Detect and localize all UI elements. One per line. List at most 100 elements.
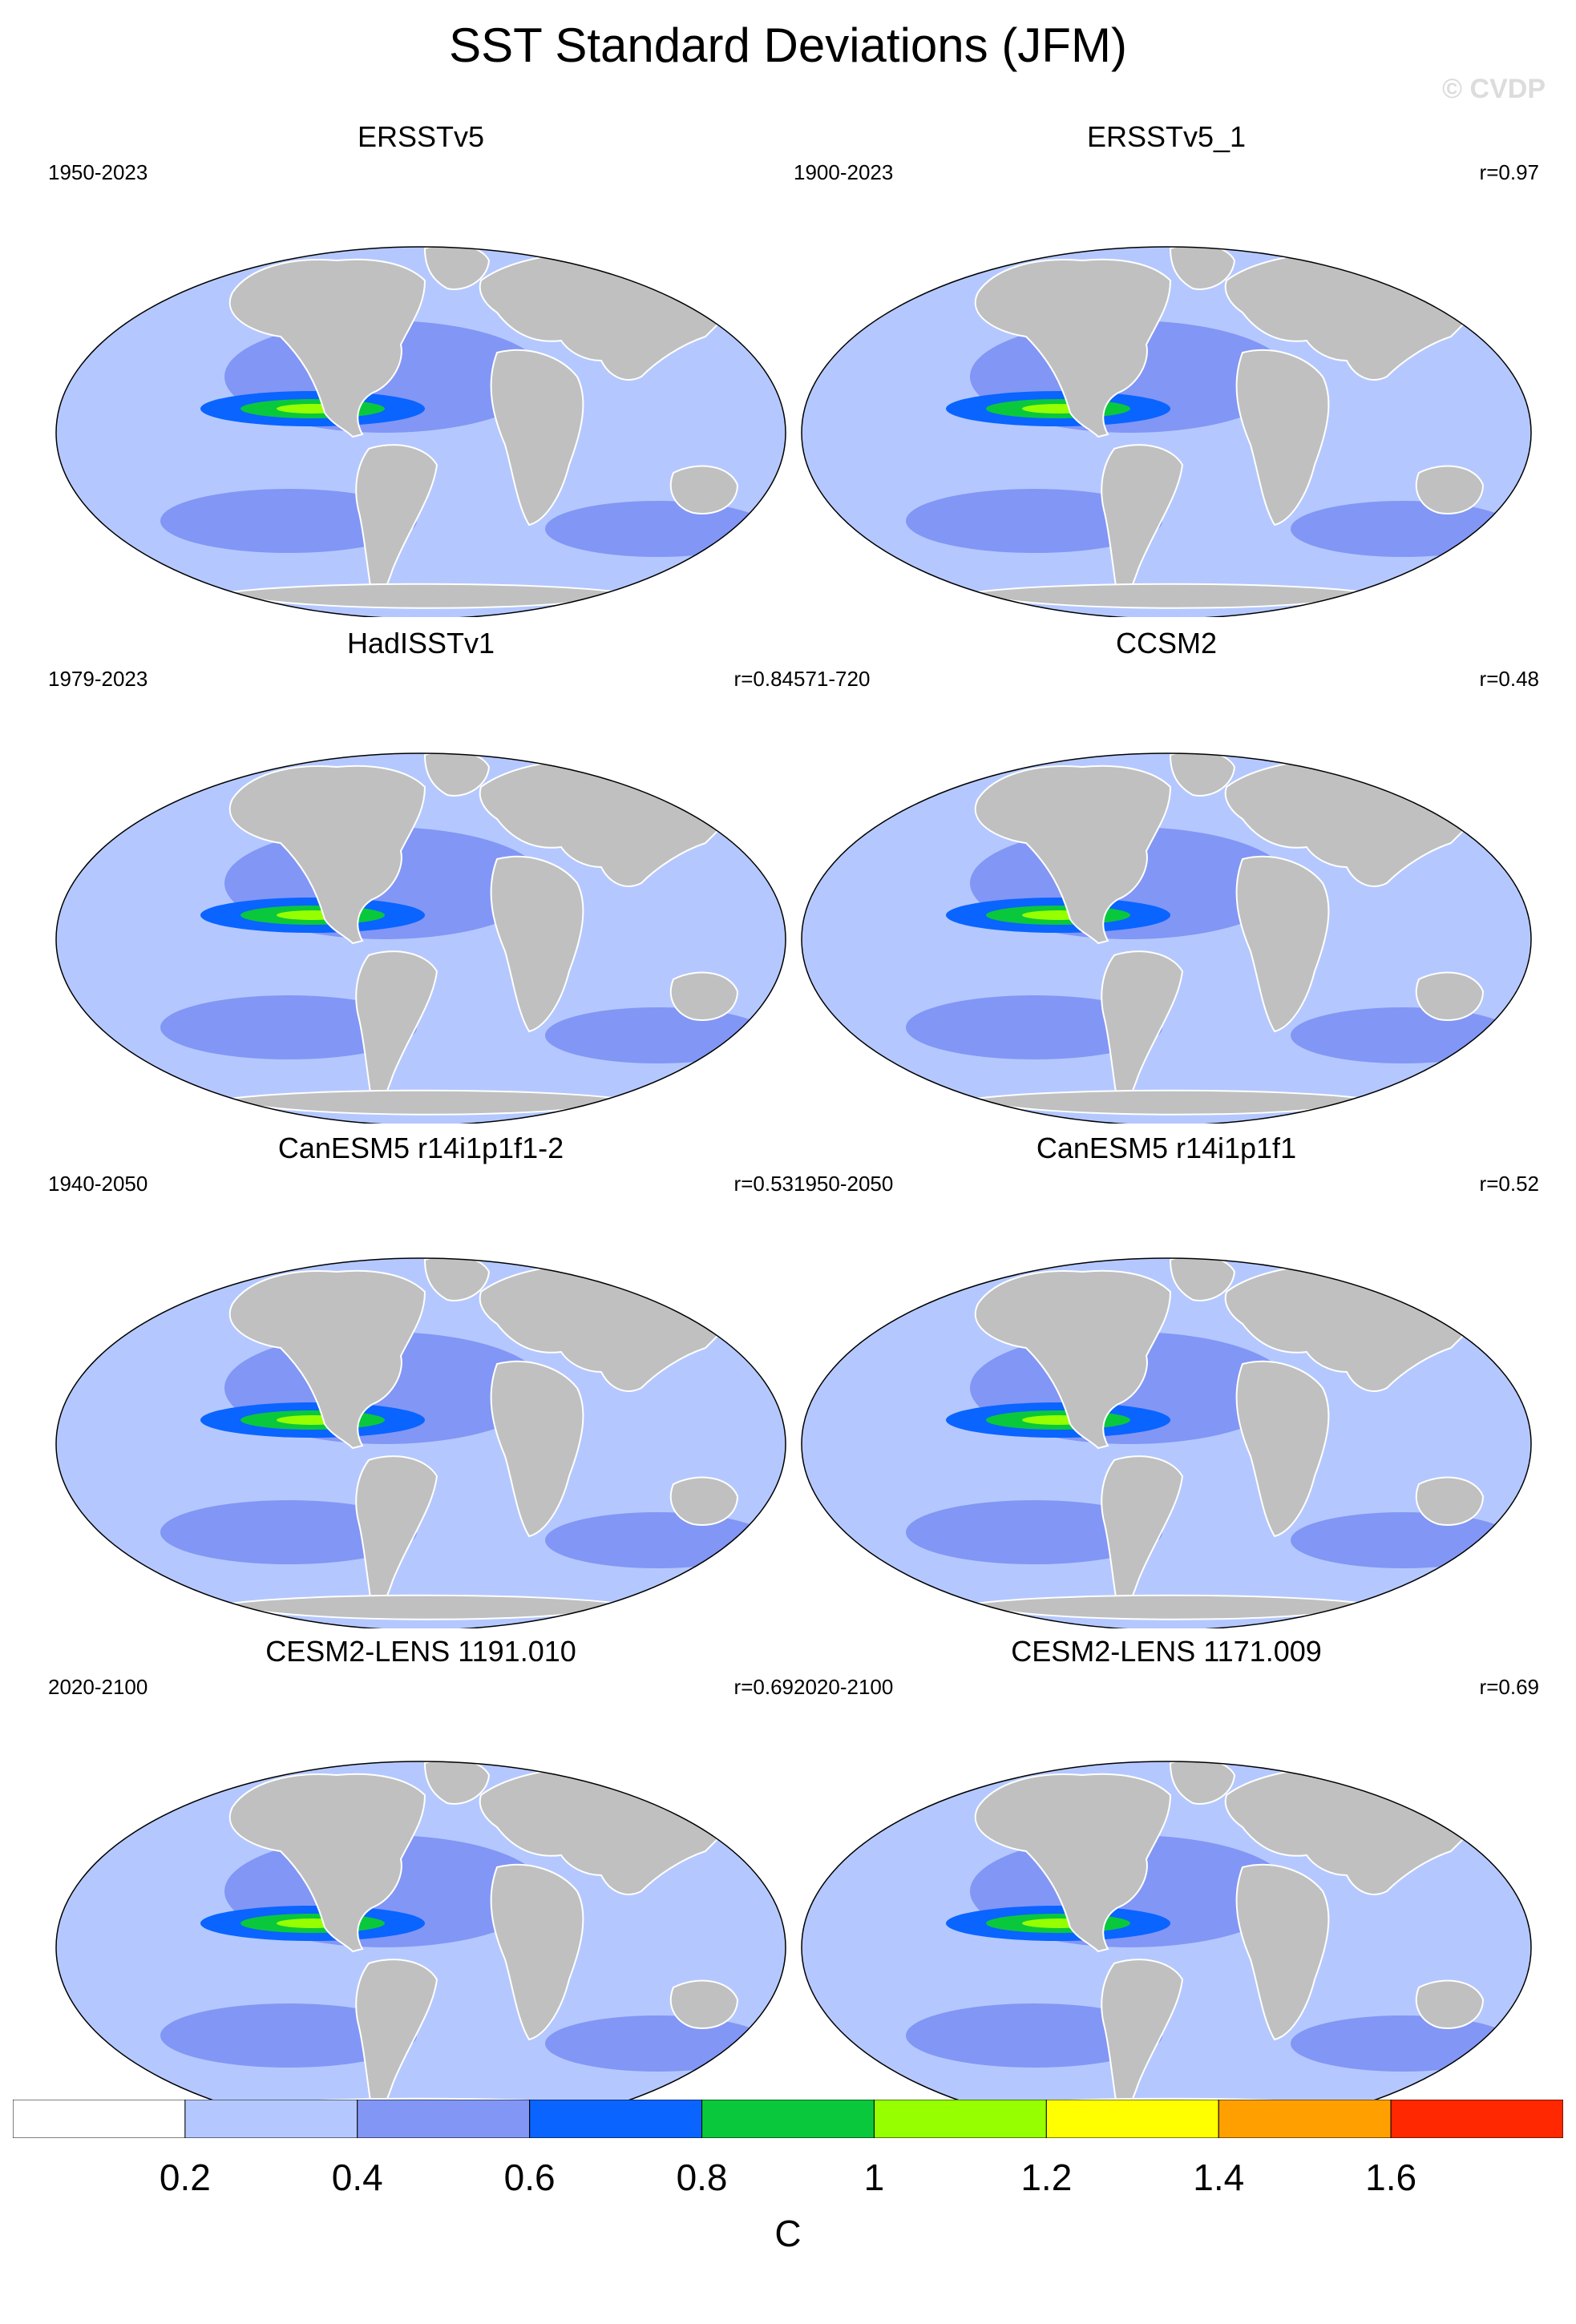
land-mass xyxy=(228,765,426,945)
panel-title: ERSSTv5 xyxy=(357,120,485,153)
land-mass xyxy=(490,1360,584,1538)
world-map xyxy=(55,1257,786,1628)
land-mass xyxy=(228,1773,426,1953)
colorbar-segment xyxy=(529,2100,703,2138)
ocean-field xyxy=(545,1512,770,1568)
figure-title: SST Standard Deviations (JFM) xyxy=(449,18,1127,72)
map-panel: CESM2-LENS 1171.009 2020-2100 r=0.69 xyxy=(794,1635,1539,2132)
land-mass xyxy=(490,855,584,1033)
land-mass xyxy=(1169,247,1236,290)
map-panel: HadISSTv1 1979-2023 r=0.84 xyxy=(48,627,794,1124)
land-mass xyxy=(974,765,1172,945)
ocean-field xyxy=(1291,2015,1515,2072)
land-mass xyxy=(669,465,739,514)
panel-time-range: 2020-2100 xyxy=(48,1675,148,1699)
panel-correlation: r=0.69 xyxy=(1479,1675,1539,1699)
ocean-field xyxy=(906,489,1162,553)
map-border xyxy=(801,752,1532,1124)
colorbar-tick-label: 1.2 xyxy=(1020,2157,1073,2198)
land-mass xyxy=(423,753,491,797)
panel-time-range: 1900-2023 xyxy=(794,160,894,184)
world-map xyxy=(801,752,1532,1124)
panel-time-range: 1950-2050 xyxy=(794,1172,894,1196)
panel-title: CCSM2 xyxy=(1115,627,1218,660)
colorbar-segment xyxy=(357,2100,531,2138)
colorbar-segment xyxy=(701,2100,875,2138)
map-panel: CanESM5 r14i1p1f1-2 1940-2050 r=0.53 xyxy=(48,1132,794,1628)
ocean-field xyxy=(545,2015,770,2072)
panel-time-range: 1940-2050 xyxy=(48,1172,148,1196)
colorbar-tick-label: 0.8 xyxy=(676,2157,728,2198)
ocean-field xyxy=(160,2003,417,2068)
world-map xyxy=(801,1257,1532,1628)
colorbar-segment xyxy=(1218,2100,1392,2138)
ocean-field xyxy=(160,489,417,553)
world-map xyxy=(55,246,786,617)
panel-correlation: r=0.52 xyxy=(1479,1172,1539,1196)
land-mass xyxy=(1235,855,1330,1033)
land-mass xyxy=(1235,1863,1330,2041)
world-map xyxy=(55,752,786,1124)
map-border xyxy=(55,1257,786,1628)
land-mass xyxy=(669,971,739,1021)
map-border xyxy=(55,246,786,617)
colorbar xyxy=(13,2100,1563,2138)
land-mass xyxy=(490,349,584,527)
land-mass xyxy=(974,1773,1172,1953)
land-mass xyxy=(974,1269,1172,1450)
land-mass xyxy=(1415,465,1485,514)
colorbar-tick-label: 1 xyxy=(863,2157,885,2198)
ocean-field xyxy=(160,1500,417,1564)
panel-correlation: r=0.69 xyxy=(733,1675,794,1699)
land-mass xyxy=(669,1476,739,1526)
ocean-field xyxy=(160,995,417,1059)
land-mass xyxy=(1235,1360,1330,1538)
map-panel: CanESM5 r14i1p1f1 1950-2050 r=0.52 xyxy=(794,1132,1539,1628)
panel-title: CanESM5 r14i1p1f1 xyxy=(1036,1132,1297,1164)
world-map xyxy=(801,246,1532,617)
land-mass xyxy=(1169,1761,1236,1805)
map-panel: CESM2-LENS 1191.010 2020-2100 r=0.69 xyxy=(48,1635,794,2132)
colorbar-tick-label: 0.2 xyxy=(159,2157,211,2198)
world-map xyxy=(55,1761,786,2132)
colorbar-segment xyxy=(13,2100,186,2138)
map-border xyxy=(801,246,1532,617)
colorbar-tick-label: 1.4 xyxy=(1193,2157,1245,2198)
map-panel: ERSSTv5_1 1900-2023 r=0.97 xyxy=(794,120,1539,617)
ocean-field xyxy=(906,1500,1162,1564)
map-border xyxy=(55,752,786,1124)
panel-correlation: r=0.84 xyxy=(733,667,794,691)
panel-time-range: 571-720 xyxy=(794,667,871,691)
ocean-field xyxy=(545,1007,770,1063)
land-mass xyxy=(228,258,426,438)
panel-correlation: r=0.53 xyxy=(733,1172,794,1196)
land-mass xyxy=(974,258,1172,438)
world-map xyxy=(801,1761,1532,2132)
panel-correlation: r=0.97 xyxy=(1479,160,1539,184)
map-panel: CCSM2 571-720 r=0.48 xyxy=(794,627,1539,1124)
cvdp-watermark: © CVDP xyxy=(1442,74,1546,104)
panel-title: CESM2-LENS 1191.010 xyxy=(265,1635,576,1668)
land-mass xyxy=(1169,753,1236,797)
map-border xyxy=(801,1761,1532,2132)
map-panel: ERSSTv5 1950-2023 xyxy=(48,120,794,617)
ocean-field xyxy=(1291,1007,1515,1063)
land-mass xyxy=(669,1979,739,2029)
land-mass xyxy=(423,1258,491,1301)
ocean-field xyxy=(545,501,770,557)
land-mass xyxy=(228,1269,426,1450)
colorbar-segment xyxy=(184,2100,358,2138)
land-mass xyxy=(1415,1979,1485,2029)
ocean-field xyxy=(1291,1512,1515,1568)
colorbar-segment xyxy=(1390,2100,1563,2138)
panel-title: CanESM5 r14i1p1f1-2 xyxy=(277,1132,564,1164)
panel-time-range: 1979-2023 xyxy=(48,667,148,691)
land-mass xyxy=(1415,971,1485,1021)
panel-title: CESM2-LENS 1171.009 xyxy=(1011,1635,1322,1668)
colorbar-segment xyxy=(873,2100,1047,2138)
colorbar-tick-label: 0.4 xyxy=(331,2157,383,2198)
land-mass xyxy=(1235,349,1330,527)
colorbar-tick-label: 0.6 xyxy=(503,2157,556,2198)
land-mass xyxy=(1169,1258,1236,1301)
map-border xyxy=(801,1257,1532,1628)
